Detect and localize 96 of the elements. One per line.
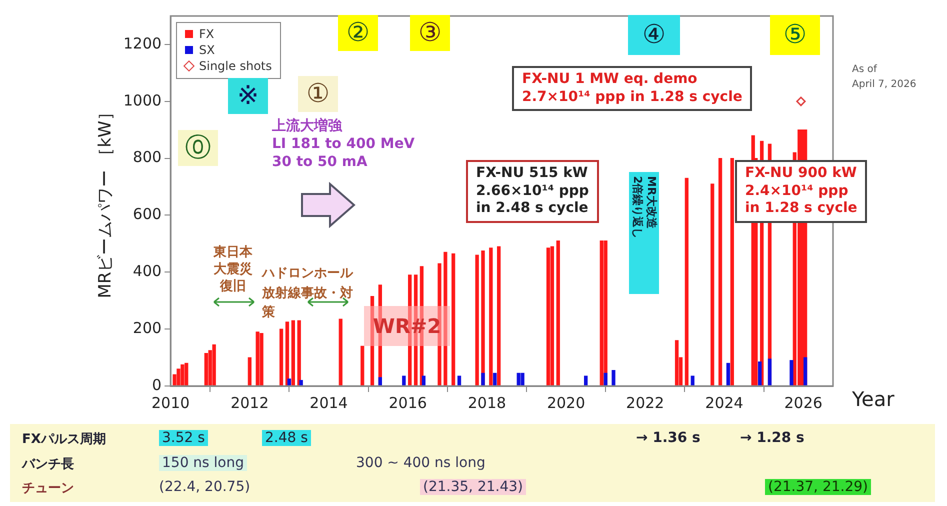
text: 300 ~ 400 ns long [356,455,486,471]
bar [489,248,493,386]
text: FXパルス周期 [22,431,106,448]
annotation: ③ [410,15,450,51]
bar [285,322,290,386]
legend-label: SX [199,42,215,58]
bar [444,252,448,386]
x-axis-title: Year [852,387,894,411]
bar [481,372,485,386]
bar [520,372,524,386]
bar [493,372,497,386]
annotation: ④ [628,15,680,55]
bar [684,178,689,386]
y-tick-label: 400 [132,262,162,280]
y-tick-label: 800 [132,148,162,166]
x-tick-label: 2024 [705,394,744,412]
bar [204,352,208,386]
annotation: ※ [228,78,268,114]
bar [600,240,604,386]
annotation: 東日本大震災復旧 [212,245,254,296]
bar [550,246,554,386]
text: 150 ns long [159,455,248,471]
bar [212,344,216,386]
x-tick-label: 2014 [310,394,348,412]
bar [516,372,520,386]
bar [556,240,560,386]
bar [496,246,501,386]
bar [475,254,479,386]
bar [422,376,426,386]
x-tick-label: 2018 [468,394,506,412]
bar [758,361,762,386]
legend-label: Single shots [199,58,272,75]
bar [452,253,456,386]
y-tick-label: 1200 [123,34,162,52]
bar [279,328,284,386]
bar [438,263,442,386]
bar [184,362,188,386]
text: As of April 7, 2026 [852,63,916,92]
bar [338,318,342,386]
annotation: FX-NU 1 MW eq. demo 2.7×10¹⁴ ppp in 1.28 s cycle [512,66,752,111]
bar [803,357,808,386]
bar [674,340,679,386]
bar [790,360,794,386]
legend-label: FX [199,26,214,42]
text: チューン [22,480,74,497]
x-tick-label: 2012 [230,394,269,412]
x-tick-label: 2020 [546,394,586,412]
bar [180,364,184,386]
annotation: FX-NU 515 kW 2.66×10¹⁴ ppp in 2.48 s cycle [466,160,599,222]
bar [260,333,264,386]
text: 3.52 s [159,430,208,446]
bar [584,376,588,386]
bar [360,346,364,386]
bar [402,376,406,386]
y-tick-label: 1000 [123,91,162,110]
annotation: ② [338,15,378,51]
text: (21.35, 21.43) [420,479,526,495]
x-tick-label: 2022 [626,394,664,412]
bar [299,380,303,386]
text: (21.37, 21.29) [765,479,871,495]
bar [287,378,292,386]
bar [256,332,260,386]
text: 2.48 s [262,430,311,446]
text: (22.4, 20.75) [159,479,250,495]
bar [730,158,734,386]
bar [612,370,616,386]
bar [604,372,608,386]
bar [726,362,730,386]
bar [546,248,550,386]
x-tick-label: 2026 [784,394,822,412]
bar [176,368,180,386]
y-axis-title: MRビームパワー ［kW］ [96,104,116,298]
annotation: ① [298,76,338,112]
text: バンチ長 [22,456,74,473]
bar [370,296,374,386]
text: → 1.36 s [636,430,700,446]
y-tick-label: 0 [152,376,162,394]
bar [291,320,295,386]
annotation: ハドロンホール放射線事故・対策 [262,265,354,322]
bar [248,357,252,386]
annotation: 上流大増強 LI 181 to 400 MeV 30 to 50 mA [266,115,421,174]
bar [378,377,382,386]
annotation: FX-NU 900 kW 2.4×10¹⁴ ppp in 1.28 s cycle [735,160,868,222]
x-tick-label: 2016 [388,394,427,412]
bar [297,320,301,386]
x-tick-label: 2010 [151,394,190,412]
bar [457,376,462,386]
y-tick-label: 600 [132,205,162,224]
bar [710,184,714,386]
text: → 1.28 s [740,430,804,446]
annotation: ⑤ [770,15,820,55]
bar [690,376,694,386]
bar [718,158,722,386]
y-tick-label: 200 [132,318,162,337]
annotation: ⓪ [178,130,218,166]
bar [768,358,772,386]
